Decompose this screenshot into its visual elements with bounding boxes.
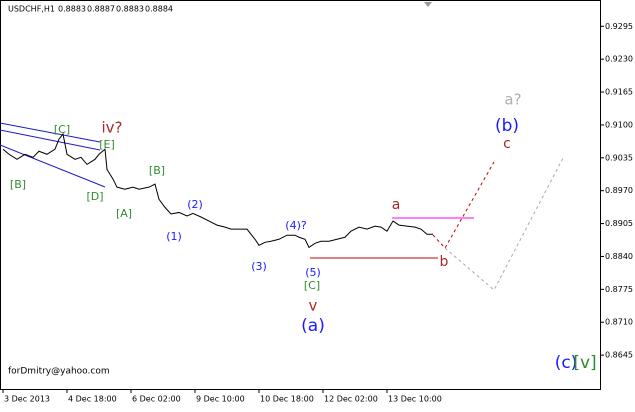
y-tick-label: 0.9230 [605, 55, 633, 64]
y-tick-label: 0.9100 [605, 120, 633, 129]
x-tick-label: 10 Dec 18:00 [260, 395, 314, 404]
wave-label: [C] [304, 279, 320, 292]
x-tick-label: 4 Dec 18:00 [68, 395, 117, 404]
y-tick-label: 0.8840 [605, 252, 633, 261]
y-tick-label: 0.8970 [605, 186, 633, 195]
y-tick-label: 0.8645 [605, 351, 633, 360]
channel-line [0, 144, 106, 188]
wave-label: [E] [99, 138, 115, 151]
wave-label: [C] [54, 123, 70, 136]
wave-label: (3) [251, 260, 267, 273]
projection-gray [444, 157, 564, 291]
wave-label: (b) [495, 116, 519, 136]
wave-label: (1) [166, 230, 182, 243]
x-tick-label: 6 Dec 02:00 [132, 395, 181, 404]
y-tick-label: 0.9035 [605, 153, 633, 162]
y-tick-label: 0.8905 [605, 219, 633, 228]
wave-label: v [309, 297, 318, 315]
channel [0, 122, 106, 188]
high: 0.8887 [87, 5, 115, 14]
wave-label: iv? [101, 119, 122, 137]
wave-label: (c) [555, 353, 578, 373]
x-tick-label: 3 Dec 2013 [4, 395, 50, 404]
wave-label: (2) [187, 198, 203, 211]
open: 0.8883 [58, 5, 86, 14]
x-tick-label: 9 Dec 10:00 [196, 395, 245, 404]
wave-label: c [503, 136, 511, 152]
y-tick-label: 0.9165 [605, 88, 633, 97]
y-tick-label: 0.8710 [605, 318, 633, 327]
wave-label: [v] [573, 353, 596, 373]
watermark: forDmitry@yahoo.com [8, 367, 110, 377]
wave-label: [B] [10, 178, 26, 191]
wave-label: b [440, 254, 449, 270]
x-tick-label: 13 Dec 10:00 [388, 395, 442, 404]
wave-label: a? [504, 91, 521, 109]
price-line [2, 132, 433, 249]
wave-label: [D] [86, 190, 103, 203]
channel-line [0, 122, 101, 143]
x-tick-label: 12 Dec 02:00 [324, 395, 378, 404]
wave-label: [B] [149, 164, 165, 177]
symbol: USDCHF,H1 [8, 5, 55, 14]
shift-marker [424, 2, 432, 7]
close: 0.8884 [145, 5, 173, 14]
wave-label: (4)? [285, 219, 307, 232]
wave-label: (a) [301, 316, 325, 336]
plot-frame [0, 0, 601, 390]
low: 0.8883 [116, 5, 144, 14]
wave-label: a [392, 197, 401, 213]
channel-line [0, 129, 101, 151]
y-tick-label: 0.8775 [605, 285, 633, 294]
wave-label: [A] [116, 207, 132, 220]
wave-label: (5) [305, 266, 321, 279]
y-tick-label: 0.9295 [605, 22, 633, 31]
